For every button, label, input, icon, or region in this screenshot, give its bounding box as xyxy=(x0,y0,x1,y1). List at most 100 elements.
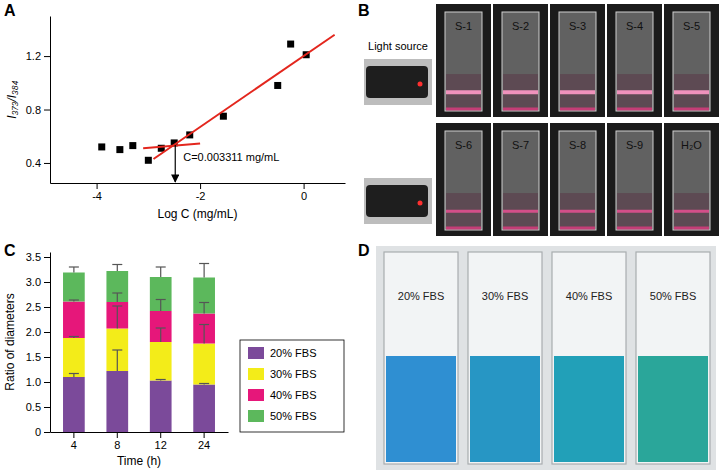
tick-mark xyxy=(304,183,305,189)
laser-beam xyxy=(446,90,481,94)
tick: 2.5 xyxy=(26,301,50,313)
laser-glow xyxy=(674,108,709,111)
error-bar-stem xyxy=(204,325,205,344)
legend: 20% FBS30% FBS40% FBS50% FBS xyxy=(240,340,344,432)
bar-segment xyxy=(106,302,128,329)
tick-label: 0.4 xyxy=(26,157,41,169)
tick-mark xyxy=(44,382,50,383)
laser-beam xyxy=(617,210,652,213)
panel-label: C xyxy=(4,242,16,259)
legend-label: 30% FBS xyxy=(270,368,316,380)
laser-glow xyxy=(446,108,481,111)
cuvette-liquid xyxy=(554,356,624,462)
tick-mark xyxy=(44,56,50,57)
y-axis: 00.51.01.52.02.53.03.5 xyxy=(26,251,51,438)
data-point xyxy=(274,82,281,89)
cuvette-glass xyxy=(673,12,710,111)
laser-glow xyxy=(560,108,595,111)
error-bar xyxy=(199,303,209,314)
cuvette-liquid xyxy=(446,74,481,110)
cuvette-liquid xyxy=(674,193,709,229)
cuvette-glass xyxy=(636,252,710,464)
light-source-label: Light source xyxy=(368,40,428,52)
error-bar xyxy=(112,293,122,302)
data-point xyxy=(145,157,152,164)
cuvette-liquid xyxy=(560,74,595,110)
cuvette-liquid xyxy=(503,193,538,229)
error-bar xyxy=(199,384,209,385)
cuvette-liquid xyxy=(446,193,481,229)
error-bar-stem xyxy=(204,303,205,314)
light-source-device xyxy=(366,185,428,217)
panel-label: B xyxy=(358,2,370,19)
error-bar-cap xyxy=(156,327,166,328)
laser-beam xyxy=(446,210,481,213)
bar-segment xyxy=(150,311,172,342)
error-bar xyxy=(69,267,79,273)
error-bar-cap xyxy=(112,264,122,265)
tick-mark xyxy=(44,332,50,333)
tick-label: -2 xyxy=(196,190,206,202)
tick-mark xyxy=(44,110,50,111)
cuvette-label: S-5 xyxy=(683,20,700,32)
tick: 8 xyxy=(114,432,120,451)
error-bar xyxy=(156,380,166,381)
tick-mark xyxy=(73,432,74,438)
legend-swatch xyxy=(248,368,264,380)
error-bar-cap xyxy=(112,349,122,350)
x-axis-title: Time (h) xyxy=(117,454,161,468)
tick-mark xyxy=(44,357,50,358)
legend-swatch xyxy=(248,347,264,359)
photo-background xyxy=(364,178,432,224)
error-bar-cap xyxy=(199,302,209,303)
tick-label: -4 xyxy=(92,190,102,202)
cuvette-label: H₂O xyxy=(681,139,702,151)
axis-line xyxy=(51,183,346,184)
laser-glow xyxy=(446,227,481,230)
error-bar-stem xyxy=(160,328,161,342)
error-bar-cap xyxy=(199,383,209,384)
cuvette-liquid xyxy=(386,356,456,462)
tick-mark xyxy=(44,282,50,283)
annotation: C=0.003311 mg/mL xyxy=(183,151,279,163)
cuvette-glass xyxy=(502,131,539,230)
cuvette-glass xyxy=(445,131,482,230)
tick-label: 0.8 xyxy=(26,104,41,116)
cuvette-glass xyxy=(468,252,542,464)
error-bar xyxy=(112,306,122,329)
cuvette-label: 40% FBS xyxy=(566,290,612,302)
tick-label: 3.0 xyxy=(26,276,41,288)
y-axis: 0.40.81.2 xyxy=(26,17,51,184)
legend-label: 20% FBS xyxy=(270,347,316,359)
bar-segment xyxy=(150,277,172,311)
panel-label: D xyxy=(358,242,370,259)
tick-label: 2.0 xyxy=(26,326,41,338)
axis-line xyxy=(51,432,229,433)
data-point xyxy=(287,41,294,48)
tick-label: 1.0 xyxy=(26,376,41,388)
tick-mark xyxy=(44,307,50,308)
axis-line xyxy=(50,17,51,184)
laser-beam xyxy=(674,210,709,213)
tick-label: 0 xyxy=(301,190,307,202)
tick-label: 12 xyxy=(155,439,167,451)
cuvette-liquid xyxy=(617,193,652,229)
laser-beam xyxy=(617,90,652,94)
laser-beam xyxy=(503,210,538,213)
error-bar xyxy=(69,300,79,302)
photo-background xyxy=(550,4,605,117)
tick-label: 24 xyxy=(198,439,210,451)
x-axis-title: Log C (mg/mL) xyxy=(157,207,237,221)
cuvette-glass xyxy=(559,12,596,111)
cuvette-liquid xyxy=(674,74,709,110)
cuvette-glass xyxy=(616,131,653,230)
data-point xyxy=(116,146,123,153)
panel-label: A xyxy=(4,2,16,19)
laser-glow xyxy=(617,108,652,111)
error-bar xyxy=(156,300,166,312)
bar-segment xyxy=(63,273,85,302)
tick-label: 3.5 xyxy=(26,251,41,263)
tick-mark xyxy=(97,183,98,189)
laser-dot xyxy=(418,201,423,206)
error-bar-cap xyxy=(156,299,166,300)
